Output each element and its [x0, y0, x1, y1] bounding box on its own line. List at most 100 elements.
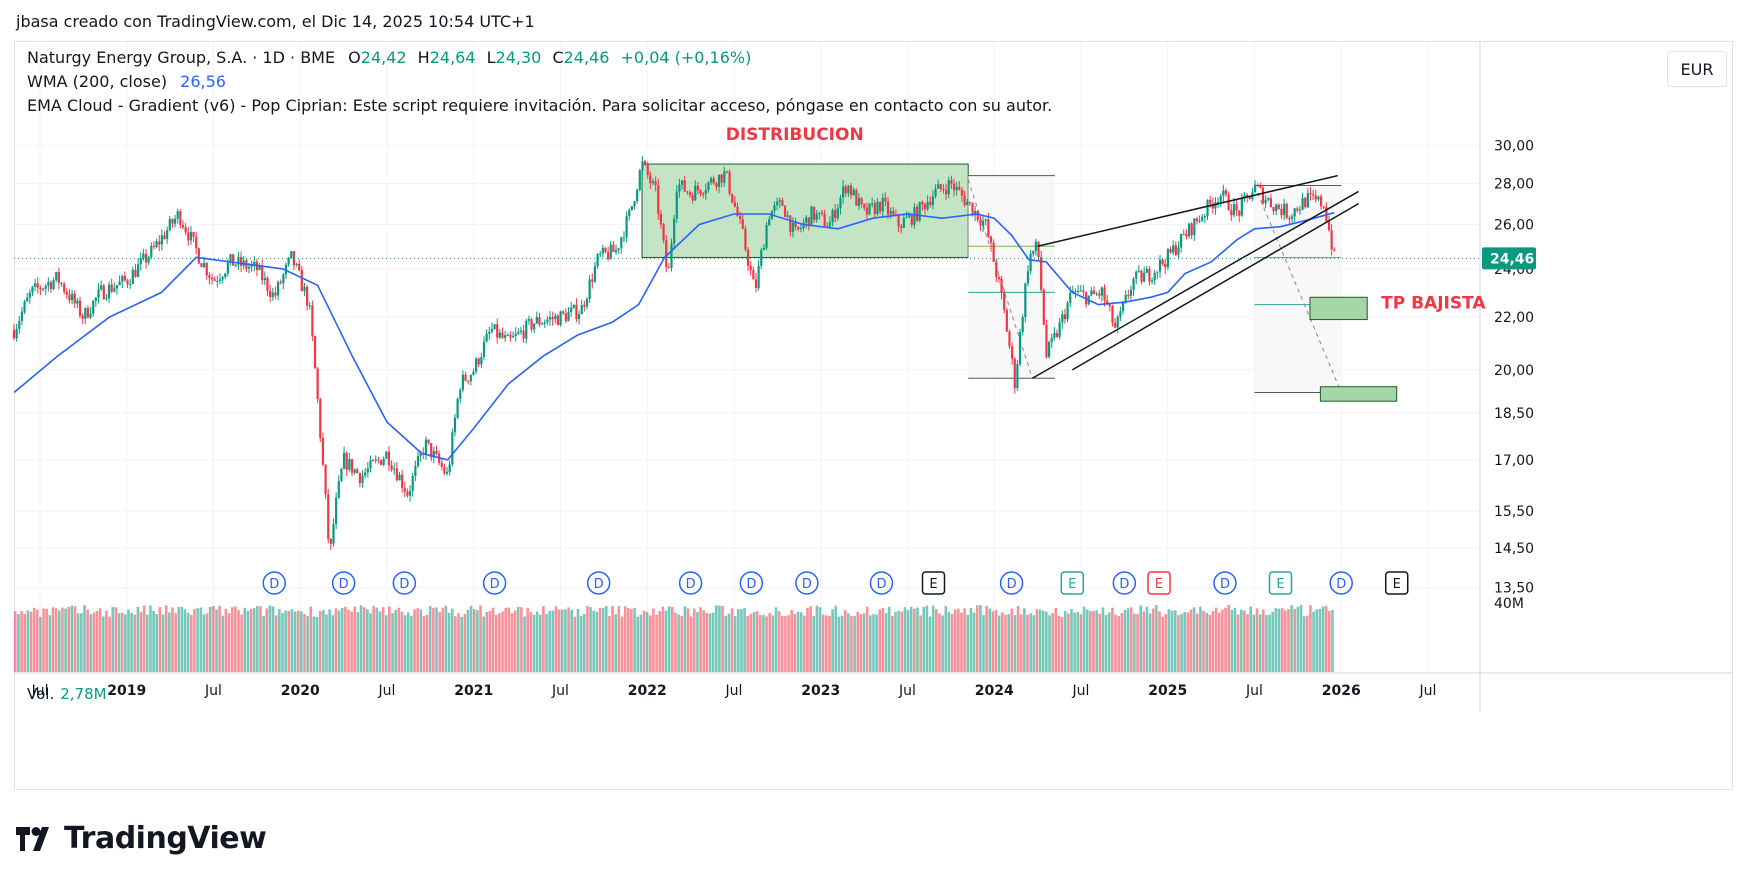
candle-body	[26, 297, 29, 302]
candle-body	[1026, 271, 1030, 284]
candle-body	[641, 161, 644, 171]
volume-bar	[1261, 609, 1265, 672]
candle-body	[823, 213, 826, 227]
dividend-marker-label: D	[490, 577, 500, 592]
volume-bar	[142, 605, 146, 672]
volume-bar	[1287, 609, 1290, 672]
volume-bar	[274, 615, 278, 672]
volume-bar	[718, 605, 721, 672]
volume-bar	[296, 610, 300, 672]
candle-body	[599, 253, 602, 255]
candle-body	[720, 174, 723, 183]
candle-body	[1312, 194, 1315, 196]
volume-bar	[891, 615, 894, 672]
candle-body	[1050, 337, 1053, 342]
volume-bar	[51, 607, 55, 672]
candle-body	[15, 328, 18, 339]
candle-body	[427, 439, 430, 444]
candle-body	[960, 189, 964, 196]
volume-bar	[48, 615, 52, 672]
currency-button[interactable]: EUR	[1667, 51, 1727, 87]
candle-body	[1330, 230, 1333, 250]
volume-bar	[136, 606, 140, 672]
candle-body	[395, 468, 398, 481]
volume-bar	[406, 612, 410, 672]
volume-bar	[1324, 605, 1328, 672]
candle-body	[118, 281, 121, 286]
candle-body	[171, 219, 174, 224]
candle-body	[1253, 184, 1257, 193]
candle-body	[100, 285, 103, 290]
volume-bar	[315, 616, 319, 672]
ema-cloud-text: EMA Cloud - Gradient (v6) - Pop Ciprian:…	[27, 96, 1053, 115]
volume-bar	[491, 607, 495, 672]
candle-body	[849, 185, 853, 196]
volume-bar	[601, 607, 605, 672]
volume-bar	[966, 614, 970, 672]
candle-body	[411, 476, 414, 491]
volume-bar	[1026, 614, 1029, 672]
volume-bar	[617, 606, 621, 672]
volume-bar	[472, 608, 476, 672]
candle-body	[1275, 204, 1278, 212]
candle-body	[342, 452, 346, 469]
volume-bar	[545, 613, 548, 672]
volume-bar	[29, 611, 33, 672]
volume-bar	[1158, 611, 1161, 672]
candle-body	[110, 284, 113, 292]
volume-bar	[1029, 613, 1032, 672]
candle-body	[435, 450, 438, 454]
volume-bar	[1230, 609, 1234, 672]
candle-body	[1161, 259, 1164, 264]
tradingview-logo[interactable]: TradingView	[16, 821, 267, 856]
legend-wma[interactable]: WMA (200, close) 26,56	[27, 72, 226, 91]
candle-body	[474, 358, 478, 372]
legend-ema-cloud[interactable]: EMA Cloud - Gradient (v6) - Pop Ciprian:…	[27, 96, 1052, 115]
candle-body	[73, 293, 76, 304]
y-tick-label: 26,00	[1494, 218, 1534, 234]
candle-body	[152, 245, 156, 248]
volume-bar	[158, 607, 162, 672]
candle-body	[467, 380, 470, 382]
candle-body	[1016, 364, 1019, 389]
candle-body	[625, 216, 628, 238]
volume-bar	[419, 609, 423, 672]
volume-bar	[347, 609, 350, 672]
volume-bar	[476, 610, 479, 672]
dividend-marker	[586, 571, 611, 595]
volume-bar	[620, 616, 624, 672]
candle-body	[580, 304, 583, 315]
candle-body	[414, 466, 417, 477]
candle-body	[89, 313, 92, 318]
volume-bar	[847, 613, 850, 672]
legend-close: 24,46	[563, 48, 610, 67]
candle-body	[810, 206, 813, 227]
volume-bar	[1060, 616, 1064, 672]
dividend-marker	[999, 571, 1024, 595]
candle-body	[166, 230, 169, 239]
candle-body	[1055, 332, 1059, 337]
candle-body	[765, 225, 768, 248]
candle-body	[696, 185, 699, 191]
candle-body	[237, 256, 240, 265]
candle-body	[1034, 241, 1037, 251]
candle-body	[910, 214, 913, 225]
x-tick-label: 2023	[801, 683, 840, 699]
volume-bar	[466, 609, 470, 672]
candle-body	[754, 279, 758, 288]
volume-bar	[325, 614, 328, 672]
candle-body	[781, 200, 784, 206]
dividend-marker	[1213, 571, 1237, 595]
volume-bar	[1126, 608, 1130, 672]
candle-body	[292, 251, 295, 266]
candle-body	[741, 219, 744, 229]
candle-body	[572, 304, 575, 308]
earnings-marker-label: E	[1068, 577, 1076, 592]
volume-bar	[1252, 614, 1256, 672]
candle-body	[1235, 204, 1238, 211]
volume-bar	[1318, 608, 1322, 672]
volume-bar	[991, 611, 995, 672]
volume-bar	[950, 613, 954, 672]
candle-body	[538, 317, 541, 325]
